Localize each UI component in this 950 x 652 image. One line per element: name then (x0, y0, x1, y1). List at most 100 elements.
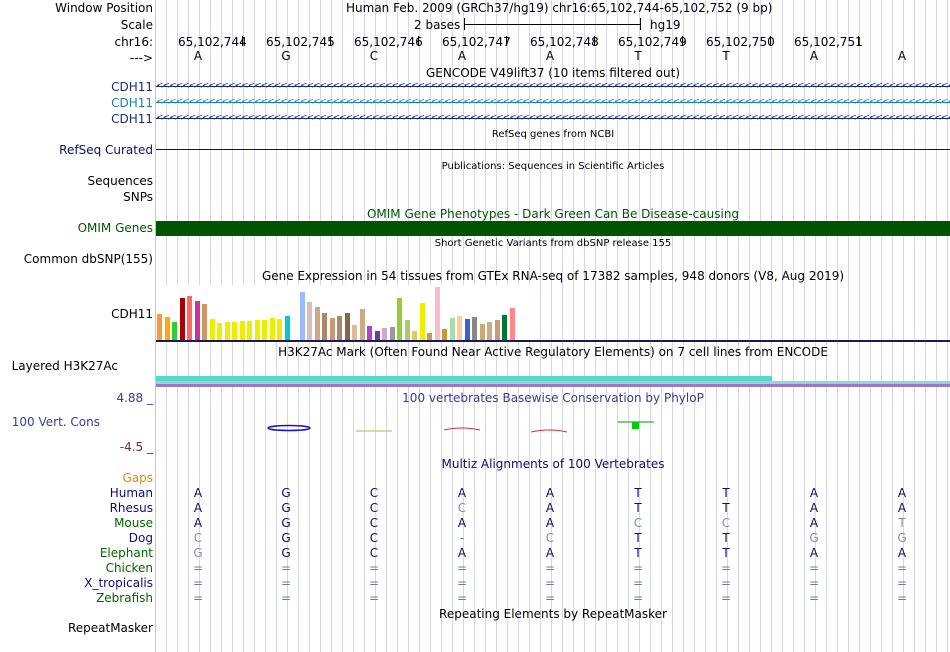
dna-base: G (281, 49, 291, 63)
alignment-base: = (280, 561, 292, 575)
gtex-tissue-bar[interactable] (179, 298, 185, 340)
track-labels: Window Position Scale chr16: ---> CDH11 … (0, 0, 155, 652)
gtex-tissue-bar[interactable] (224, 322, 230, 340)
gtex-tissue-bar[interactable] (412, 331, 417, 340)
gridline (947, 0, 948, 652)
gencode-track-label[interactable]: CDH11 (111, 80, 153, 94)
gtex-tissue-bar[interactable] (494, 320, 500, 340)
gtex-tissue-bar[interactable] (254, 320, 260, 340)
gridline (870, 0, 871, 652)
gtex-tissue-bar[interactable] (367, 326, 372, 340)
conservation-title: 100 vertebrates Basewise Conservation by… (402, 391, 704, 405)
gtex-tissue-bar[interactable] (164, 317, 170, 340)
gridline (661, 0, 662, 652)
gtex-tissue-bar[interactable] (187, 296, 192, 340)
gtex-tissue-bar[interactable] (247, 321, 252, 340)
alignment-base: = (632, 576, 644, 590)
dna-base: T (634, 49, 642, 63)
gtex-tissue-bar[interactable] (337, 316, 342, 340)
dbsnp-label[interactable]: Common dbSNP(155) (23, 252, 153, 266)
gtex-tissue-bar[interactable] (479, 324, 485, 340)
gtex-tissue-bar[interactable] (329, 318, 335, 340)
alignment-base: = (544, 591, 556, 605)
gtex-tissue-bar[interactable] (389, 327, 395, 340)
gtex-tissue-bar[interactable] (157, 314, 162, 340)
gtex-tissue-bar[interactable] (502, 315, 507, 340)
h3k27ac-label[interactable]: Layered H3K27Ac (11, 359, 118, 373)
alignment-base: A (897, 501, 907, 515)
gtex-tissue-bar[interactable] (307, 302, 312, 340)
track-image[interactable]: Human Feb. 2009 (GRCh37/hg19) chr16:65,1… (156, 0, 950, 652)
gridline (749, 0, 750, 652)
dbsnp-title: Short Genetic Variants from dbSNP releas… (434, 238, 672, 249)
gtex-tissue-bar[interactable] (434, 287, 440, 340)
conservation-label[interactable]: 100 Vert. Cons (11, 415, 100, 429)
omim-gene-bar[interactable] (156, 221, 950, 236)
alignment-base: A (809, 546, 819, 560)
alignment-base: A (897, 486, 907, 500)
gtex-tissue-bar[interactable] (457, 316, 462, 340)
refseq-transcript-line[interactable] (156, 149, 950, 150)
refseq-curated-label[interactable]: RefSeq Curated (59, 143, 153, 157)
gtex-tissue-bar[interactable] (277, 319, 282, 340)
gtex-tissue-bar[interactable] (209, 319, 215, 340)
gtex-baseline (156, 340, 950, 342)
publications-snps-label[interactable]: SNPs (123, 190, 153, 204)
repeatmasker-label[interactable]: RepeatMasker (67, 621, 153, 635)
alignment-base: = (544, 561, 556, 575)
gtex-tissue-bar[interactable] (322, 313, 327, 340)
gridline (837, 0, 838, 652)
ruler-tick (682, 36, 683, 46)
gencode-transcript-line (156, 102, 950, 103)
gtex-bar-chart[interactable] (156, 285, 536, 340)
gtex-tissue-bar[interactable] (359, 309, 365, 340)
h3k27ac-signal[interactable] (156, 381, 950, 384)
gtex-tissue-bar[interactable] (382, 328, 387, 340)
gtex-tissue-bar[interactable] (239, 321, 245, 340)
gtex-tissue-bar[interactable] (397, 298, 402, 340)
gtex-tissue-bar[interactable] (374, 331, 380, 340)
h3k27ac-title: H3K27Ac Mark (Often Found Near Active Re… (278, 345, 828, 359)
h3k27ac-signal[interactable] (156, 376, 772, 381)
gridline (694, 0, 695, 652)
gencode-track-label[interactable]: CDH11 (111, 96, 153, 110)
gtex-tissue-bar[interactable] (509, 308, 515, 340)
alignment-base: = (720, 591, 732, 605)
alignment-base: A (193, 486, 203, 500)
gtex-tissue-bar[interactable] (202, 304, 207, 340)
conservation-plot[interactable] (156, 405, 950, 445)
gtex-tissue-bar[interactable] (232, 322, 237, 340)
gencode-track-label[interactable]: CDH11 (111, 112, 153, 126)
publications-sequences-label[interactable]: Sequences (87, 174, 153, 188)
gtex-tissue-bar[interactable] (284, 316, 290, 340)
gridline (738, 0, 739, 652)
gtex-tissue-bar[interactable] (344, 313, 350, 340)
ruler-position: 65,102,745 (266, 35, 335, 49)
gtex-tissue-bar[interactable] (442, 329, 447, 340)
gtex-tissue-bar[interactable] (269, 318, 275, 340)
gtex-tissue-bar[interactable] (194, 301, 200, 340)
gtex-tissue-bar[interactable] (472, 317, 477, 340)
gencode-transcript-line (156, 118, 950, 119)
strand-label: ---> (129, 51, 153, 65)
gtex-tissue-bar[interactable] (299, 292, 305, 340)
gtex-tissue-bar[interactable] (314, 307, 320, 340)
gridline (650, 0, 651, 652)
gtex-tissue-bar[interactable] (427, 333, 432, 340)
alignment-base: = (808, 576, 820, 590)
gtex-tissue-bar[interactable] (262, 320, 267, 340)
alignment-base: T (634, 531, 642, 545)
omim-genes-label[interactable]: OMIM Genes (77, 221, 153, 235)
gtex-tissue-bar[interactable] (217, 323, 222, 340)
gridline (562, 0, 563, 652)
gtex-gene-label[interactable]: CDH11 (111, 307, 153, 321)
dna-base: T (722, 49, 730, 63)
gtex-tissue-bar[interactable] (449, 318, 455, 340)
gtex-tissue-bar[interactable] (487, 322, 492, 340)
gtex-tissue-bar[interactable] (404, 320, 410, 340)
gtex-tissue-bar[interactable] (464, 319, 470, 340)
gtex-tissue-bar[interactable] (172, 322, 177, 340)
gtex-tissue-bar[interactable] (419, 303, 425, 340)
gtex-tissue-bar[interactable] (352, 325, 357, 340)
h3k27ac-signal[interactable] (156, 384, 950, 387)
